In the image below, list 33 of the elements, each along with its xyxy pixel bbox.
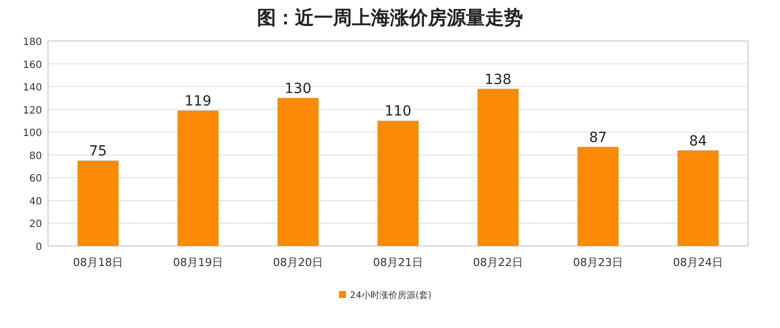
data-label: 130: [284, 80, 312, 97]
x-tick-label: 08月20日: [273, 256, 323, 269]
bar: [678, 150, 718, 246]
y-tick-label: 80: [29, 150, 42, 162]
data-label: 119: [184, 93, 212, 110]
data-label: 84: [689, 133, 707, 150]
y-tick-label: 100: [22, 128, 42, 140]
bar: [78, 160, 118, 246]
x-tick-label: 08月18日: [73, 256, 123, 269]
data-label: 75: [89, 144, 107, 160]
x-tick-label: 08月23日: [573, 256, 623, 269]
bar: [178, 110, 218, 246]
y-tick-label: 180: [22, 37, 42, 48]
y-tick-label: 60: [29, 174, 42, 185]
bar: [478, 88, 518, 246]
y-tick-label: 120: [22, 105, 42, 116]
x-tick-label: 08月21日: [373, 256, 423, 269]
legend-label: 24小时涨价房源(套): [350, 290, 432, 301]
bar: [378, 120, 418, 246]
x-tick-label: 08月22日: [473, 256, 523, 269]
data-label: 110: [384, 104, 412, 120]
y-tick-label: 20: [29, 219, 42, 230]
y-tick-label: 140: [22, 82, 42, 94]
x-tick-label: 08月24日: [673, 256, 723, 269]
data-label: 138: [484, 72, 512, 88]
y-tick-label: 0: [36, 242, 42, 253]
bar: [278, 98, 318, 246]
y-tick-label: 40: [29, 196, 42, 208]
data-label: 87: [589, 130, 607, 146]
y-tick-label: 160: [22, 60, 42, 71]
x-tick-label: 08月19日: [173, 256, 223, 269]
bar: [578, 146, 618, 246]
chart-title: 图：近一周上海涨价房源量走势: [257, 7, 523, 29]
